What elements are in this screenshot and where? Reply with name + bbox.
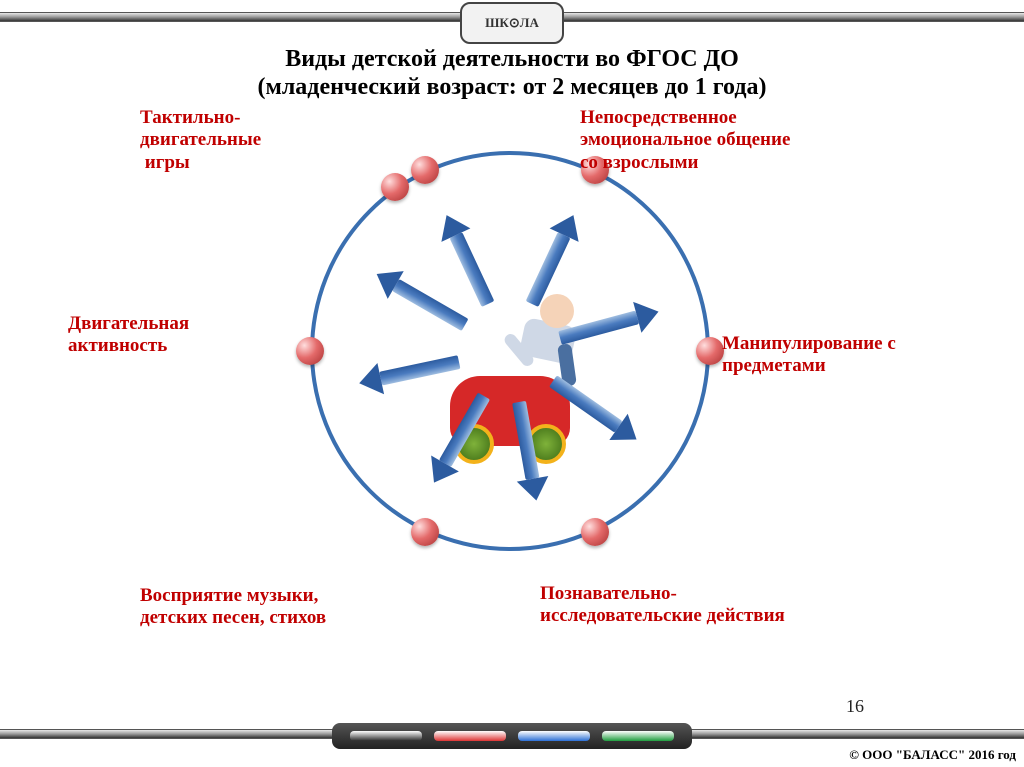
title-line1: Виды детской деятельности во ФГОС ДО xyxy=(285,46,739,72)
marker-icon xyxy=(434,731,506,741)
ring-node xyxy=(696,337,724,365)
activity-label: Двигательная активность xyxy=(68,313,189,358)
marker-tray xyxy=(332,723,692,749)
logo-text: ШК⊙ЛА xyxy=(485,15,539,31)
activity-label: Манипулирование с предметами xyxy=(722,333,896,378)
activity-label: Непосредственное эмоциональное общение с… xyxy=(580,107,790,174)
title-line2: (младенческий возраст: от 2 месяцев до 1… xyxy=(0,74,1024,102)
ring-node xyxy=(296,337,324,365)
slide-title: Виды детской деятельности во ФГОС ДО (мл… xyxy=(0,46,1024,101)
marker-icon xyxy=(350,731,422,741)
activity-label: Тактильно- двигательные игры xyxy=(140,107,261,174)
activity-label: Восприятие музыки, детских песен, стихов xyxy=(140,585,326,630)
activity-label: Познавательно- исследовательские действи… xyxy=(540,583,785,628)
marker-icon xyxy=(518,731,590,741)
ring-node xyxy=(381,173,409,201)
center-illustration xyxy=(450,316,570,386)
page-number: 16 xyxy=(846,696,864,717)
ring-node xyxy=(411,518,439,546)
ring-node xyxy=(581,518,609,546)
marker-icon xyxy=(602,731,674,741)
logo-badge: ШК⊙ЛА xyxy=(460,2,564,44)
ring-node xyxy=(411,156,439,184)
diagram-stage: Тактильно- двигательные игры Непосредстве… xyxy=(0,105,1024,707)
copyright-text: © ООО "БАЛАСС" 2016 год xyxy=(849,747,1016,763)
